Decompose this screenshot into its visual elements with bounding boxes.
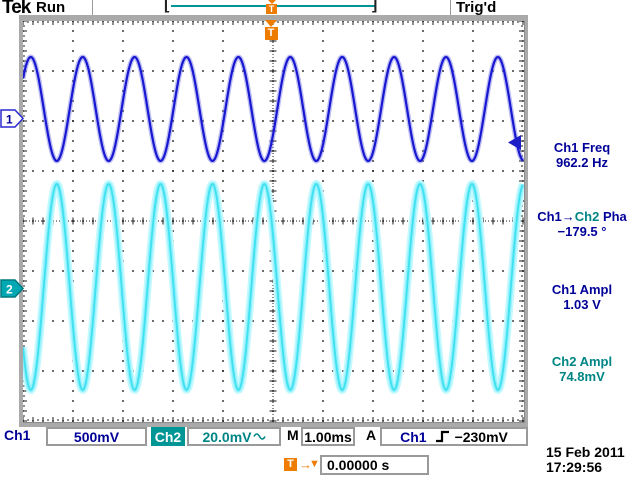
delay-t-icon: T <box>284 458 297 471</box>
measurement-label: Ch1 Freq <box>553 140 611 155</box>
measurement-value: 74.8mV <box>559 369 605 384</box>
measurement-phase: Ch1→Ch2 Pha −179.5 ° <box>524 209 640 239</box>
ch2-label: Ch2 <box>151 427 185 446</box>
ch2-reference-marker: 2 <box>0 279 25 298</box>
timebase-readout: 1.00ms <box>301 427 355 446</box>
horizontal-delay-readout: 0.00000 s <box>320 455 429 475</box>
separator <box>92 0 93 15</box>
measurement-ch2-ampl: Ch2 Ampl 74.8mV <box>524 354 640 384</box>
rising-slope-icon <box>435 430 449 443</box>
trigger-source: Ch1 <box>400 428 427 445</box>
measurement-label: Ch2 Ampl <box>551 354 613 369</box>
svg-text:1: 1 <box>6 113 13 127</box>
waveform-plot <box>23 21 524 422</box>
trigger-status: Trig'd <box>456 0 497 16</box>
measurement-ch1-ampl: Ch1 Ampl 1.03 V <box>524 282 640 312</box>
timebase-label: M <box>287 427 299 443</box>
trigger-group-label: A <box>366 427 377 443</box>
tek-logo: Tek <box>2 0 31 18</box>
ch1-scale-readout: 500mV <box>46 427 147 446</box>
trigger-level-arrow <box>508 135 521 150</box>
separator <box>450 0 451 15</box>
down-triangle-icon <box>265 20 277 27</box>
measurement-value: 962.2 Hz <box>555 155 609 170</box>
ch2-scale-readout: 20.0mV <box>187 427 281 446</box>
trigger-position-marker: T <box>264 20 278 40</box>
measurement-value: −179.5 ° <box>557 224 607 239</box>
svg-text:2: 2 <box>6 283 13 297</box>
acquisition-state: Run <box>36 0 66 16</box>
measurement-label: Ch1→Ch2 Pha <box>537 209 627 224</box>
date: 15 Feb 2011 <box>546 444 625 460</box>
time: 17:29:56 <box>546 459 603 475</box>
measurement-ch1-freq: Ch1 Freq 962.2 Hz <box>524 140 640 170</box>
ch1-label: Ch1 <box>4 427 31 443</box>
record-trigger-position-marker: T <box>265 0 278 14</box>
right-arrow-icon: → <box>299 457 312 472</box>
trigger-readout: Ch1 −230mV <box>380 427 528 446</box>
measurement-value: 1.03 V <box>563 297 601 312</box>
ac-coupling-icon <box>252 433 266 440</box>
record-window-right-bracket: ] <box>372 0 378 13</box>
trigger-level: −230mV <box>454 428 508 445</box>
down-pointer-icon: ▼ <box>309 458 320 470</box>
measurement-label: Ch1 Ampl <box>551 282 613 297</box>
record-window-left-bracket: [ <box>164 0 170 13</box>
ch1-reference-marker: 1 <box>0 109 25 128</box>
datetime: 15 Feb 2011 17:29:56 <box>546 445 625 475</box>
down-triangle-icon <box>267 0 276 4</box>
